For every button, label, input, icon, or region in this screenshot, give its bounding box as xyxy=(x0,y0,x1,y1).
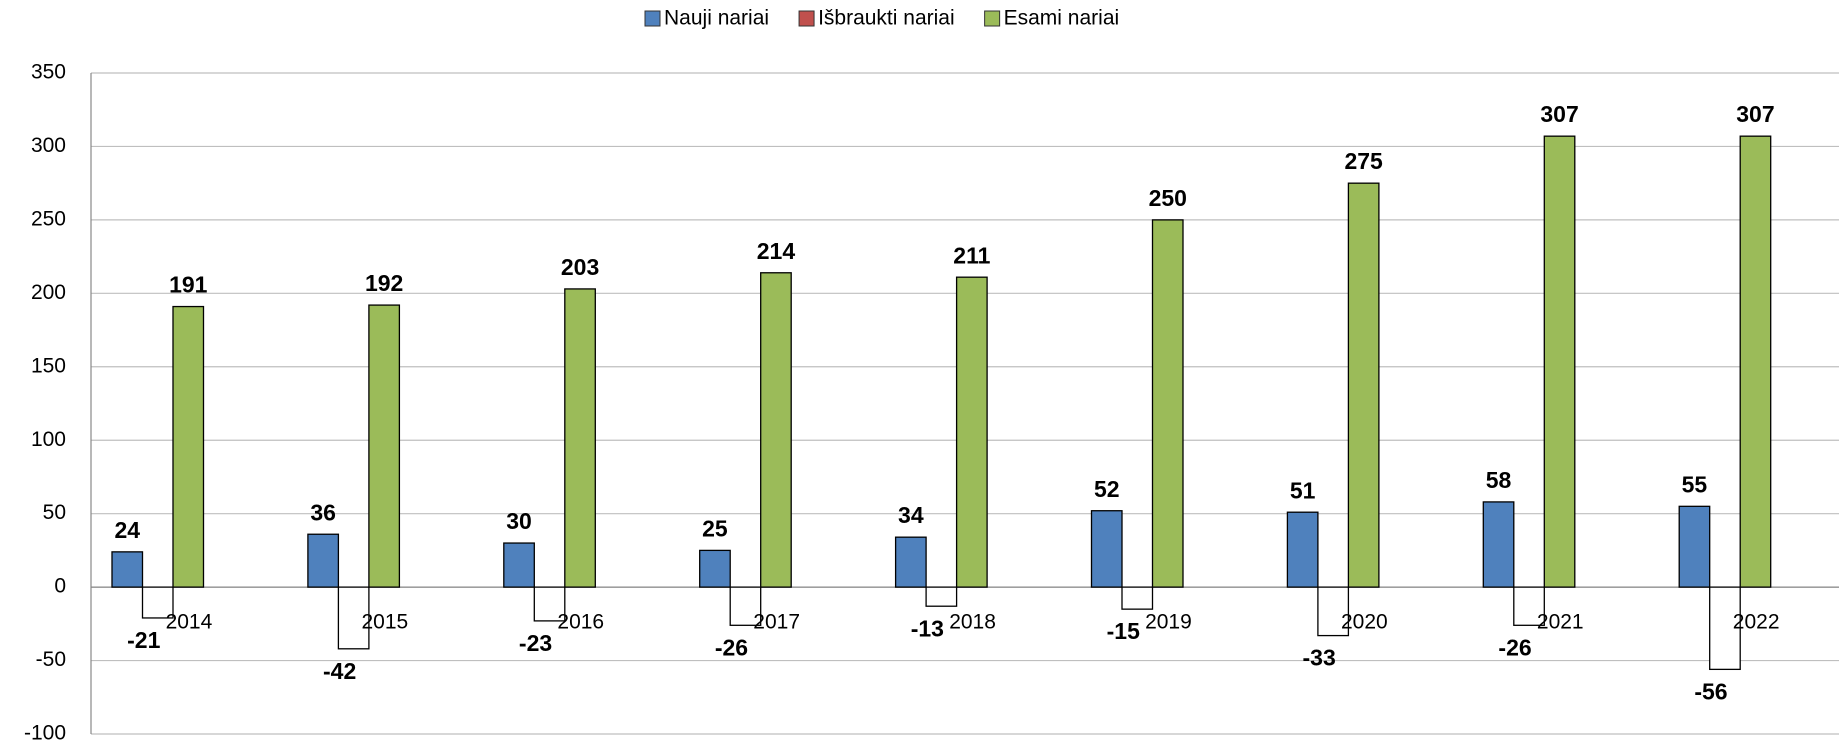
x-tick-label: 2022 xyxy=(1733,611,1780,634)
y-tick-label: -100 xyxy=(24,722,66,745)
bar xyxy=(1678,505,1711,588)
y-tick-label: -50 xyxy=(36,648,66,671)
legend-label: Išbraukti nariai xyxy=(818,7,955,30)
bar xyxy=(1121,586,1154,610)
x-tick-label: 2016 xyxy=(557,611,604,634)
data-label: 34 xyxy=(898,502,924,528)
x-tick-label: 2015 xyxy=(361,611,408,634)
bar xyxy=(1543,135,1576,588)
data-label: 30 xyxy=(506,508,532,534)
bar xyxy=(368,304,401,588)
y-tick-label: 0 xyxy=(54,575,66,598)
bar xyxy=(172,305,205,588)
bar xyxy=(533,586,566,622)
y-tick-label: 300 xyxy=(31,134,66,157)
bar xyxy=(1317,586,1350,637)
y-tick-label: 100 xyxy=(31,428,66,451)
bar xyxy=(503,542,535,588)
bar xyxy=(1739,135,1772,588)
y-tick-label: 200 xyxy=(31,281,66,304)
bar xyxy=(111,551,144,588)
bar xyxy=(1482,501,1515,588)
data-label: 55 xyxy=(1682,471,1708,497)
data-label: 58 xyxy=(1486,467,1512,493)
data-label: 52 xyxy=(1094,476,1120,502)
y-tick-label: 250 xyxy=(31,207,66,230)
bar xyxy=(955,276,988,588)
data-label: -33 xyxy=(1303,645,1336,671)
bar xyxy=(1347,182,1380,588)
legend-swatch xyxy=(644,10,661,27)
bar xyxy=(1513,586,1545,626)
data-label: 25 xyxy=(702,515,728,541)
data-label: 307 xyxy=(1736,101,1774,127)
data-label: 24 xyxy=(114,517,140,543)
bar xyxy=(337,586,370,650)
data-label: 214 xyxy=(757,238,796,264)
legend-swatch xyxy=(798,10,815,27)
bar xyxy=(925,586,958,607)
bar xyxy=(307,533,340,588)
x-tick-label: 2017 xyxy=(753,611,800,634)
data-label: -26 xyxy=(715,634,748,660)
bar xyxy=(1090,510,1123,588)
data-label: -26 xyxy=(1498,634,1531,660)
legend-swatch xyxy=(984,10,1001,27)
legend-label: Nauji nariai xyxy=(664,7,769,30)
data-label: 211 xyxy=(953,242,990,268)
bar xyxy=(1286,511,1319,588)
bar xyxy=(760,272,792,588)
y-tick-label: 50 xyxy=(43,501,66,524)
data-label: -15 xyxy=(1107,618,1140,644)
legend-label: Esami nariai xyxy=(1004,7,1120,30)
data-label: -23 xyxy=(519,630,552,656)
data-label: 307 xyxy=(1540,101,1578,127)
x-tick-label: 2019 xyxy=(1145,611,1192,634)
data-label: -21 xyxy=(127,627,160,653)
data-label: 250 xyxy=(1149,185,1187,211)
data-label: 203 xyxy=(561,254,599,280)
bar xyxy=(894,536,927,588)
y-tick-label: 150 xyxy=(31,354,66,377)
data-label: 192 xyxy=(365,270,403,296)
bar xyxy=(1709,586,1741,671)
data-label: -13 xyxy=(911,615,944,641)
bar xyxy=(729,586,762,626)
bar xyxy=(564,288,596,588)
bar xyxy=(699,549,731,588)
x-tick-label: 2021 xyxy=(1537,611,1584,634)
x-tick-label: 2018 xyxy=(949,611,996,634)
data-label: 36 xyxy=(310,499,336,525)
bar xyxy=(141,586,174,619)
data-label: 51 xyxy=(1290,477,1316,503)
data-label: 275 xyxy=(1344,148,1383,174)
x-tick-label: 2020 xyxy=(1341,611,1388,634)
bar xyxy=(1151,219,1184,588)
y-tick-label: 350 xyxy=(31,61,66,84)
x-tick-label: 2014 xyxy=(166,611,213,634)
data-label: -42 xyxy=(323,658,356,684)
data-label: -56 xyxy=(1694,678,1727,704)
data-label: 191 xyxy=(169,272,208,298)
